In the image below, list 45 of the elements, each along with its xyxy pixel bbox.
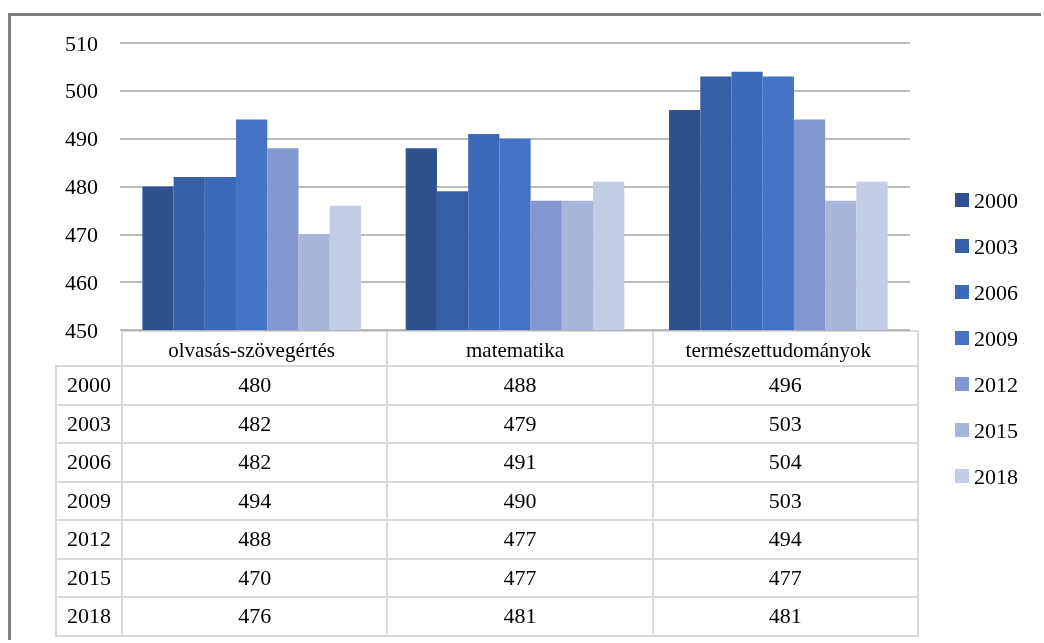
text: 2015 (67, 564, 111, 590)
y-tick-label: 490 (65, 126, 98, 152)
text: 2006 (67, 449, 111, 475)
data-label: 494 (122, 481, 388, 520)
data-label: 496 (652, 366, 918, 405)
legend-label: 2000 (974, 187, 1018, 213)
x-tick-label: természettudományok (685, 337, 872, 362)
text: 2018 (67, 603, 111, 629)
data-label: 490 (387, 481, 653, 520)
data-label: 481 (387, 597, 653, 636)
data-label: 477 (387, 520, 653, 559)
x-tick-label: matematika (466, 337, 565, 362)
text: 2000 (67, 372, 111, 398)
y-tick-label: 480 (65, 174, 98, 199)
data-label: 480 (122, 366, 388, 405)
data-label: 503 (652, 404, 918, 443)
data-label: 477 (652, 558, 918, 597)
legend-label: 2015 (974, 417, 1018, 443)
data-label: 470 (122, 558, 388, 597)
data-label: 488 (122, 520, 388, 559)
y-tick-label: 470 (65, 221, 98, 247)
text: 2012 (67, 526, 111, 552)
text: 2009 (67, 487, 111, 513)
y-tick-label: 460 (65, 269, 98, 295)
data-label: 503 (652, 481, 918, 520)
data-label: 481 (652, 597, 918, 636)
legend-label: 2009 (974, 325, 1018, 351)
y-tick-label: 500 (65, 78, 98, 104)
legend-label: 2012 (974, 371, 1018, 397)
legend-label: 2006 (974, 279, 1018, 305)
data-label: 477 (387, 558, 653, 597)
y-tick-label: 510 (65, 30, 98, 56)
legend-label: 2018 (974, 463, 1018, 489)
text: 2003 (67, 410, 111, 436)
data-label: 488 (387, 366, 653, 405)
data-label: 479 (387, 404, 653, 443)
y-tick-label: 450 (65, 317, 98, 343)
x-tick-label: olvasás-szövegértés (168, 337, 336, 362)
data-label: 491 (387, 443, 653, 482)
legend-label: 2003 (974, 233, 1018, 259)
data-label: 504 (652, 443, 918, 482)
data-label: 482 (122, 404, 388, 443)
data-label: 494 (652, 520, 918, 559)
data-label: 482 (122, 443, 388, 482)
data-label: 476 (122, 597, 388, 636)
